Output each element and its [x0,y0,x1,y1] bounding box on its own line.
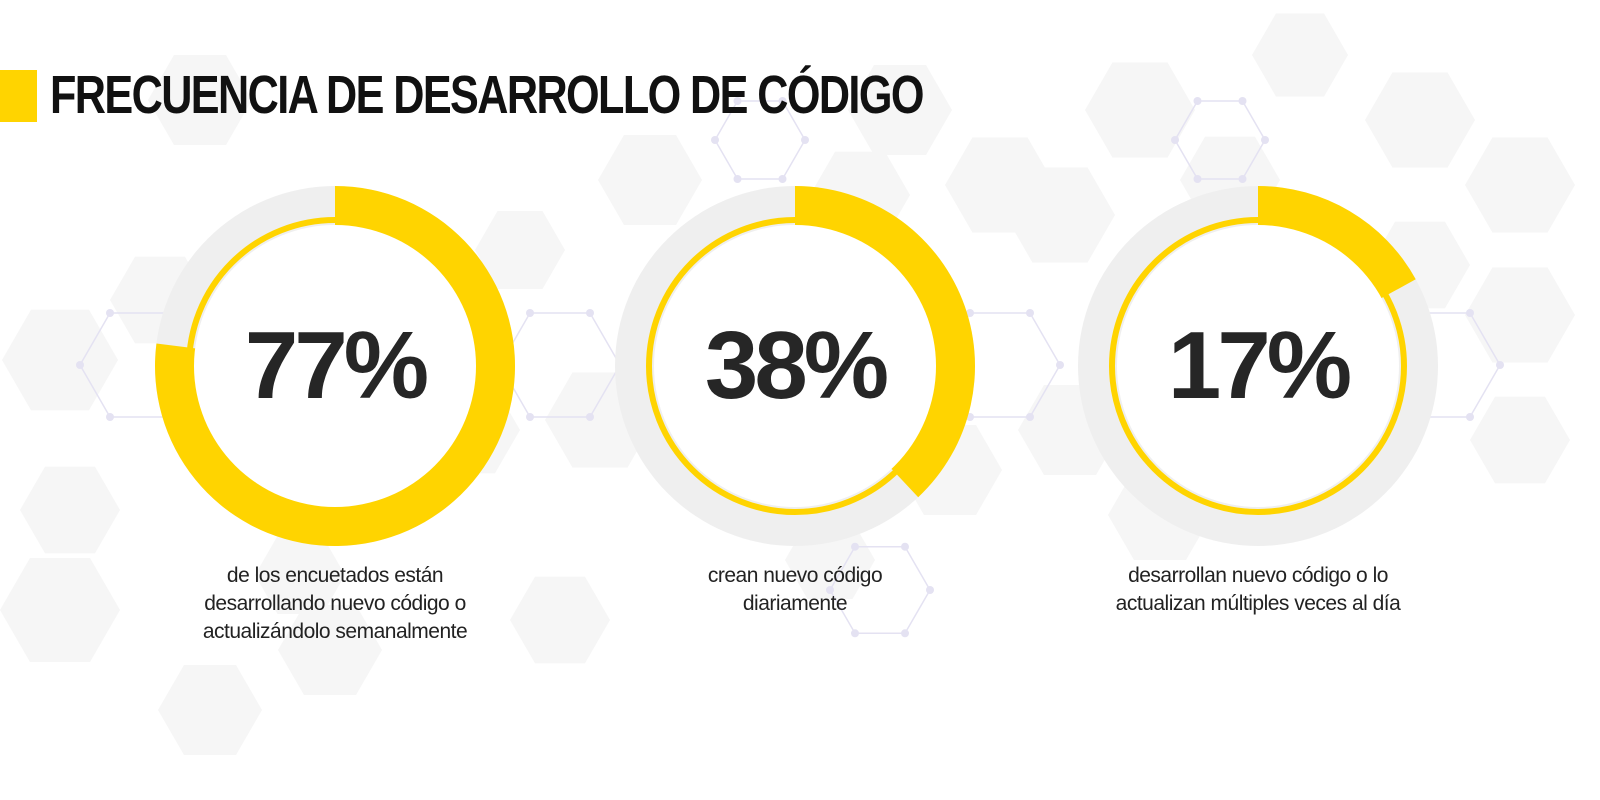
description-line: diariamente [742,592,848,615]
background-hexagon [475,211,565,289]
stat-card-multiple-daily: 17% desarrollan nuevo código o lo actual… [1028,186,1488,666]
background-hexagon [158,665,262,755]
background-network-node [526,309,534,317]
description-line: actualizan múltiples veces al día [1115,592,1401,615]
donut-chart-multiple-daily [1078,186,1438,546]
stat-card-weekly: 77% de los encuetados están desarrolland… [105,186,565,666]
background-hexagon [20,466,120,554]
background-network-node [1193,175,1202,183]
description-line: desarrollando nuevo código o [204,592,466,615]
title-accent-bar [0,70,37,122]
background-network-node [1171,136,1179,144]
stat-description: de los encuetados están desarrollando nu… [105,562,565,646]
background-hexagon [1465,137,1575,233]
description-line: de los encuetados están [226,564,444,587]
background-hexagon [510,576,610,664]
background-network-node [1026,413,1034,421]
background-network-node [76,361,84,369]
background-network-node [1496,361,1504,369]
percentage-label: 38% [704,312,889,419]
background-hexagon [1465,267,1575,363]
description-line: actualizándolo semanalmente [202,620,468,643]
background-network-node [966,309,974,317]
donut-chart-weekly [155,186,515,546]
background-network-node [526,413,534,421]
donut-inner-ring [646,217,944,515]
background-network-node [1466,413,1474,421]
donut-center [194,225,476,507]
background-network-node [106,309,114,317]
background-hexagon [148,55,252,145]
donut-inner-ring [186,217,484,515]
background-network-node [1238,175,1247,183]
donut-chart-daily [615,186,975,546]
percentage-label: 77% [244,312,429,419]
background-hexagon [1005,167,1115,263]
percentage-label: 17% [1167,312,1352,419]
background-hexagon [1252,13,1348,97]
background-network-node [801,136,809,144]
background-network-node [778,97,787,105]
background-network-node [586,413,594,421]
description-line: desarrollan nuevo código o lo [1128,564,1388,587]
background-network-node [733,97,742,105]
stat-card-daily: 38% crean nuevo código diariamente [565,186,1025,666]
donut-inner-ring [1109,217,1407,515]
background-network-node [711,136,719,144]
background-network-node [901,629,909,638]
donut-center [654,225,936,507]
donut-center [1117,225,1399,507]
background-hexagon [255,536,345,614]
background-network-node [1026,309,1034,317]
background-network-node [826,586,834,594]
background-hexagon [0,558,120,662]
background-network-node [106,413,114,421]
background-hexagon [278,605,382,695]
background-network-node [733,175,742,183]
background-network-node [778,175,787,183]
background-hexagon [848,65,952,155]
background-network-node [901,542,909,551]
background-network-node [851,629,859,638]
description-line: crean nuevo código [707,564,883,587]
stat-description: crean nuevo código diariamente [565,562,1025,618]
background-hexagon [1085,62,1195,158]
background-hexagon [2,309,118,411]
background-network-node [1193,97,1202,105]
page-title: FRECUENCIA DE DESARROLLO DE CÓDIGO [50,65,924,125]
background-network-node [851,542,859,551]
background-network-node [1238,97,1247,105]
background-network-node [1261,136,1269,144]
background-network-node [1466,309,1474,317]
background-network-node [926,586,934,594]
background-hexagon [1470,396,1570,484]
background-hexagon [1365,72,1475,168]
background-network-node [1056,361,1064,369]
stat-description: desarrollan nuevo código o lo actualizan… [1028,562,1488,618]
background-hexagon [598,135,702,225]
background-network-node [586,309,594,317]
